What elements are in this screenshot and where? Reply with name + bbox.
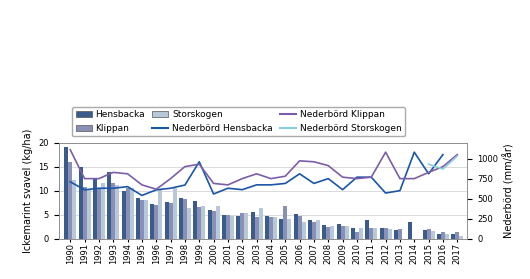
Bar (279, 218, 283, 239)
Bar (330, 226, 334, 239)
Bar (158, 189, 162, 239)
Bar (187, 208, 191, 239)
Bar (121, 191, 126, 239)
Bar (322, 225, 326, 239)
Bar (130, 188, 134, 239)
Bar (240, 213, 244, 239)
Bar (379, 228, 384, 239)
Bar (193, 201, 197, 239)
Bar (68, 162, 72, 239)
Bar (283, 206, 287, 239)
Y-axis label: Nederbörd (mm/år): Nederbörd (mm/år) (504, 143, 515, 238)
Bar (422, 230, 427, 239)
Bar (244, 213, 248, 239)
Bar (211, 211, 216, 239)
Bar (183, 199, 187, 239)
Bar (337, 224, 341, 239)
Bar (154, 205, 158, 239)
Bar (78, 167, 83, 239)
Bar (150, 204, 154, 239)
Bar (384, 228, 387, 239)
Bar (93, 179, 97, 239)
Bar (126, 188, 130, 239)
Bar (398, 229, 402, 239)
Bar (259, 208, 263, 239)
Bar (369, 228, 373, 239)
Legend: Hensbacka, Klippan, Storskogen, Nederbörd Hensbacka, Nederbörd Klippan, Nederbör: Hensbacka, Klippan, Storskogen, Nederbör… (72, 107, 405, 136)
Bar (208, 210, 211, 239)
Bar (144, 200, 148, 239)
Bar (97, 188, 101, 239)
Bar (169, 203, 173, 239)
Bar (308, 220, 312, 239)
Bar (302, 222, 306, 239)
Bar (460, 236, 463, 239)
Bar (365, 220, 369, 239)
Bar (115, 185, 119, 239)
Bar (226, 215, 230, 239)
Bar (294, 214, 297, 239)
Bar (72, 180, 76, 239)
Bar (394, 230, 398, 239)
Y-axis label: Ickemarint svavel (kg/ha): Ickemarint svavel (kg/ha) (23, 128, 33, 253)
Bar (83, 187, 86, 239)
Bar (408, 222, 412, 239)
Bar (287, 220, 292, 239)
Bar (297, 216, 302, 239)
Bar (136, 198, 140, 239)
Bar (101, 183, 105, 239)
Bar (427, 229, 430, 239)
Bar (197, 208, 201, 239)
Bar (341, 226, 344, 239)
Bar (359, 228, 363, 239)
Bar (312, 222, 316, 239)
Bar (351, 228, 355, 239)
Bar (64, 147, 68, 239)
Bar (230, 216, 234, 239)
Bar (445, 234, 449, 239)
Bar (269, 217, 273, 239)
Bar (179, 198, 183, 239)
Bar (86, 189, 91, 239)
Bar (373, 228, 377, 239)
Bar (344, 226, 349, 239)
Bar (387, 229, 392, 239)
Bar (236, 216, 240, 239)
Bar (107, 172, 111, 239)
Bar (273, 217, 277, 239)
Bar (254, 217, 259, 239)
Bar (111, 183, 115, 239)
Bar (140, 200, 144, 239)
Bar (173, 188, 176, 239)
Bar (316, 220, 320, 239)
Bar (355, 232, 359, 239)
Bar (451, 234, 455, 239)
Bar (265, 216, 269, 239)
Bar (201, 206, 205, 239)
Bar (222, 215, 226, 239)
Bar (216, 206, 219, 239)
Bar (326, 227, 330, 239)
Bar (437, 234, 441, 239)
Bar (251, 212, 254, 239)
Bar (455, 232, 460, 239)
Bar (430, 232, 435, 239)
Bar (165, 202, 169, 239)
Bar (441, 232, 445, 239)
